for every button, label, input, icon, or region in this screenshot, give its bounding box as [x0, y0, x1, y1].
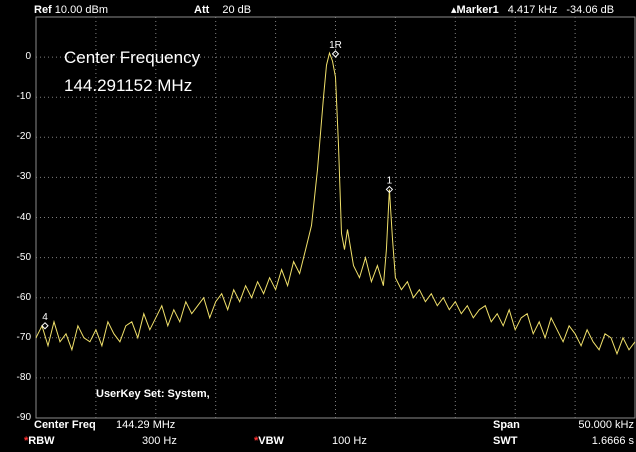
rbw-manual-star-icon: *: [24, 435, 29, 447]
marker-diamond: [331, 50, 340, 58]
att-value: 20 dB: [222, 4, 252, 16]
marker-label: 1: [387, 175, 393, 186]
marker-freq: 4.417 kHz: [507, 4, 558, 16]
marker-level: -34.06 dB: [566, 4, 615, 16]
vbw-manual-star-icon: *: [254, 435, 259, 447]
ref-readout: Ref 10.00 dBm: [34, 4, 108, 17]
center-freq-label: Center Freq: [34, 419, 96, 431]
y-tick-label: -60: [16, 291, 31, 303]
marker-diamond: [41, 322, 49, 330]
y-tick-label: -30: [16, 171, 31, 183]
span-label: Span: [493, 419, 520, 431]
center-frequency-title: Center Frequency: [64, 48, 201, 67]
att-readout: Att 20 dB: [194, 4, 251, 17]
marker-label: 4: [42, 312, 48, 323]
att-label: Att: [194, 4, 210, 16]
marker-label: Marker1: [456, 4, 499, 16]
markers: 1R 1 4: [41, 40, 394, 330]
marker-label: 1R: [329, 40, 342, 51]
marker-triangle-icon: ▴: [451, 4, 457, 16]
y-tick-label: -80: [16, 371, 31, 383]
vbw-readout[interactable]: *VBW: [254, 435, 284, 448]
center-frequency-value: 144.291152 MHz: [64, 76, 193, 95]
grid: [36, 17, 635, 418]
y-tick-label: -20: [16, 131, 31, 143]
vbw-label: VBW: [258, 435, 284, 447]
marker-readout: ▴Marker1 4.417 kHz -34.06 dB: [451, 4, 614, 17]
ref-label: Ref: [34, 4, 52, 16]
plot-border: [35, 16, 636, 419]
trace-line: [35, 51, 636, 356]
span-value: 50.000 kHz: [578, 419, 634, 431]
center-freq-value: 144.29 MHz: [116, 419, 176, 431]
y-tick-label: -90: [16, 412, 31, 423]
userkey-set: UserKey Set: System,: [96, 388, 210, 400]
y-tick-label: 0: [25, 51, 31, 63]
y-tick-label: -70: [16, 331, 31, 343]
swt-label: SWT: [493, 435, 518, 447]
ref-value: 10.00 dBm: [54, 4, 108, 16]
rbw-readout[interactable]: *RBW: [24, 435, 55, 448]
y-tick-label: -10: [16, 91, 31, 103]
swt-value: 1.6666 s: [591, 435, 634, 447]
rbw-value: 300 Hz: [142, 435, 177, 447]
marker-diamond: [385, 185, 394, 194]
vbw-value: 100 Hz: [332, 435, 367, 447]
y-tick-label: -40: [16, 211, 31, 223]
rbw-label: RBW: [28, 435, 55, 447]
y-tick-label: -50: [16, 251, 31, 263]
